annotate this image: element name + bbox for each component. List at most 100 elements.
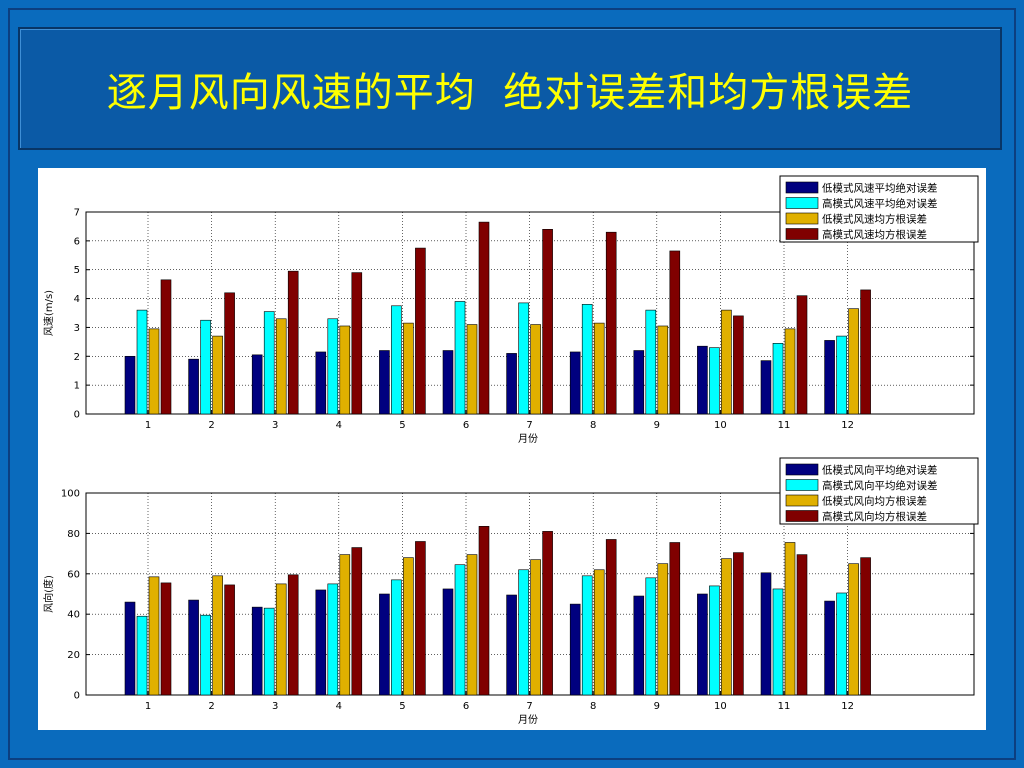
bar-series-2-month-6 bbox=[454, 564, 466, 696]
bar-series-2-month-2 bbox=[200, 614, 211, 696]
bar-series-3-month-9 bbox=[657, 563, 669, 696]
bar-series-4-month-4 bbox=[351, 272, 363, 415]
x-tick-label: 10 bbox=[714, 701, 727, 712]
bar-series-3-month-4 bbox=[339, 554, 351, 696]
legend-swatch bbox=[785, 510, 819, 522]
bar-series-1-month-6 bbox=[442, 588, 454, 696]
figure-panel: 0 1 2 3 4 5 6 7 1 2 3 4 5 6 7 8 9 10 11 12 月份 风速(m/s) 低模式风速平均绝… bbox=[38, 168, 986, 730]
bar-series-4-month-3 bbox=[287, 270, 299, 415]
bar-series-1-month-12 bbox=[824, 600, 835, 696]
bar-series-4-month-7 bbox=[542, 229, 553, 415]
x-tick-label: 8 bbox=[590, 420, 596, 431]
y-axis-label: 风速(m/s) bbox=[43, 290, 55, 336]
bar-series-2-month-7 bbox=[518, 569, 529, 696]
bar-series-2-month-5 bbox=[391, 305, 402, 415]
bar-series-4-month-4 bbox=[351, 547, 363, 696]
bar-series-3-month-4 bbox=[339, 325, 351, 415]
bar-series-2-month-1 bbox=[136, 309, 148, 415]
bar-series-1-month-4 bbox=[315, 351, 327, 415]
y-tick-label: 4 bbox=[74, 294, 80, 305]
bar-series-3-month-5 bbox=[403, 322, 414, 415]
bar-series-1-month-7 bbox=[506, 353, 517, 415]
bar-series-4-month-1 bbox=[160, 582, 172, 696]
y-tick-label: 60 bbox=[67, 569, 80, 580]
y-tick-label: 2 bbox=[74, 352, 80, 363]
y-tick-label: 0 bbox=[74, 691, 80, 702]
bar-series-4-month-10 bbox=[733, 552, 744, 696]
y-tick-label: 6 bbox=[74, 236, 80, 247]
bar-series-2-month-8 bbox=[581, 575, 593, 696]
legend-label: 高模式风速平均绝对误差 bbox=[822, 197, 938, 210]
x-tick-label: 2 bbox=[208, 701, 214, 712]
bar-series-4-month-11 bbox=[796, 295, 808, 415]
bar-series-1-month-11 bbox=[760, 360, 772, 415]
bar-series-4-month-6 bbox=[478, 221, 490, 415]
bar-series-4-month-8 bbox=[605, 231, 617, 415]
x-axis-label: 月份 bbox=[518, 433, 538, 445]
x-tick-label: 6 bbox=[463, 420, 469, 431]
bar-series-2-month-10 bbox=[709, 585, 720, 696]
x-tick-label: 12 bbox=[841, 701, 854, 712]
x-axis-label: 月份 bbox=[518, 714, 538, 726]
x-tick-label: 1 bbox=[145, 701, 151, 712]
y-tick-label: 5 bbox=[74, 265, 80, 276]
bar-series-3-month-2 bbox=[212, 575, 223, 696]
bar-series-4-month-6 bbox=[478, 526, 490, 696]
x-tick-label: 5 bbox=[399, 701, 405, 712]
x-tick-label: 1 bbox=[145, 420, 151, 431]
bar-series-4-month-12 bbox=[860, 289, 871, 415]
bar-series-2-month-11 bbox=[772, 343, 784, 415]
x-tick-label: 6 bbox=[463, 701, 469, 712]
y-axis-label: 风向(度) bbox=[42, 575, 55, 613]
legend-swatch bbox=[785, 197, 819, 209]
bar-series-2-month-7 bbox=[518, 302, 529, 415]
x-tick-label: 4 bbox=[336, 701, 342, 712]
bar-series-2-month-9 bbox=[645, 577, 657, 696]
bar-series-1-month-8 bbox=[569, 351, 581, 415]
bar-series-4-month-11 bbox=[796, 554, 808, 696]
bar-series-1-month-6 bbox=[442, 350, 454, 415]
bar-series-2-month-9 bbox=[645, 309, 657, 415]
x-tick-label: 5 bbox=[399, 420, 405, 431]
bar-series-2-month-4 bbox=[327, 318, 339, 415]
x-tick-label: 9 bbox=[654, 420, 660, 431]
x-tick-label: 12 bbox=[841, 420, 854, 431]
x-tick-label: 3 bbox=[272, 420, 278, 431]
bar-series-4-month-2 bbox=[224, 584, 235, 696]
legend-swatch bbox=[785, 494, 819, 507]
bar-series-3-month-11 bbox=[784, 542, 796, 696]
bar-series-4-month-3 bbox=[287, 574, 299, 696]
bar-series-1-month-2 bbox=[188, 599, 199, 696]
legend-label: 高模式风速均方根误差 bbox=[822, 228, 927, 241]
bar-series-1-month-11 bbox=[760, 572, 772, 696]
bar-series-1-month-1 bbox=[124, 355, 136, 415]
x-tick-label: 8 bbox=[590, 701, 596, 712]
y-tick-label: 80 bbox=[67, 529, 80, 540]
bar-series-2-month-4 bbox=[327, 583, 339, 696]
bar-series-2-month-5 bbox=[391, 579, 402, 696]
bar-series-3-month-12 bbox=[848, 308, 859, 415]
bar-series-2-month-11 bbox=[772, 588, 784, 696]
legend-swatch bbox=[785, 228, 819, 240]
bar-series-3-month-9 bbox=[657, 325, 669, 415]
bar-series-4-month-10 bbox=[733, 315, 744, 415]
bar-series-4-month-2 bbox=[224, 292, 235, 415]
legend-label: 低模式风速平均绝对误差 bbox=[822, 182, 938, 195]
legend: 低模式风速平均绝对误差高模式风速平均绝对误差低模式风速均方根误差高模式风速均方根… bbox=[779, 175, 979, 243]
legend-swatch bbox=[785, 463, 819, 476]
bar-series-3-month-8 bbox=[593, 322, 605, 415]
bar-series-2-month-1 bbox=[136, 615, 148, 696]
x-tick-label: 11 bbox=[778, 420, 791, 431]
bar-series-2-month-3 bbox=[263, 311, 275, 415]
bar-series-3-month-8 bbox=[593, 569, 605, 696]
bar-series-1-month-5 bbox=[379, 593, 390, 696]
bar-series-3-month-1 bbox=[148, 328, 160, 415]
bar-series-2-month-3 bbox=[263, 607, 275, 696]
title-bar: 逐月风向风速的平均 绝对误差和均方根误差 bbox=[18, 27, 1002, 150]
bar-series-3-month-3 bbox=[275, 583, 287, 696]
bar-series-4-month-1 bbox=[160, 279, 172, 415]
bar-series-4-month-8 bbox=[605, 539, 617, 696]
